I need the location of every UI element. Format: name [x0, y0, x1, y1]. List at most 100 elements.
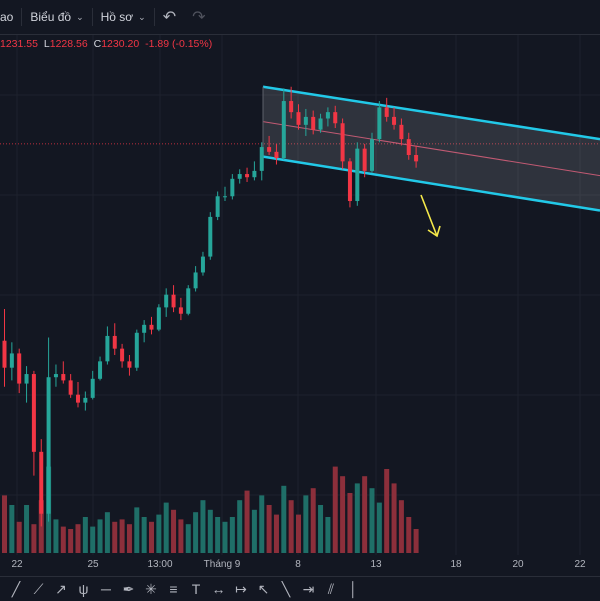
- volume-bar: [215, 517, 221, 553]
- high-value: 1231.55: [0, 38, 38, 50]
- arrow-head: [427, 225, 441, 238]
- candle-body: [274, 151, 279, 159]
- candle-body: [171, 294, 176, 308]
- candle-body: [362, 148, 367, 171]
- volume-bars: [2, 466, 419, 553]
- volume-bar: [200, 500, 206, 553]
- time-axis[interactable]: 22 25 13:00 Tháng 9 8 13 18 20 22: [0, 555, 600, 575]
- undo-icon: ↶: [162, 9, 177, 26]
- toolbar-separator: [91, 8, 93, 26]
- candle-body: [281, 101, 286, 159]
- candle-body: [318, 118, 323, 130]
- time-label: Tháng 9: [203, 559, 241, 570]
- volume-bar: [229, 517, 235, 553]
- path-icon[interactable]: ╲: [281, 581, 291, 597]
- volume-bar: [68, 529, 74, 553]
- volume-bar: [354, 483, 360, 553]
- volume-bar: [82, 517, 88, 553]
- time-label: 25: [87, 559, 99, 570]
- candle-body: [186, 288, 191, 314]
- volume-bar: [126, 524, 132, 553]
- time-label: 13: [370, 559, 382, 570]
- candlestick-series: [2, 86, 419, 527]
- candle-body: [53, 374, 58, 378]
- candle-body: [149, 324, 154, 330]
- candle-body: [347, 161, 352, 202]
- candle-body: [289, 101, 294, 113]
- volume-bar: [134, 507, 140, 553]
- chevron-down-icon: ⌄: [76, 11, 84, 22]
- trend-line-icon[interactable]: ╱: [11, 581, 21, 597]
- text-icon[interactable]: T: [191, 581, 201, 597]
- volume-bar: [288, 500, 294, 553]
- candle-body: [90, 378, 95, 398]
- candle-body: [215, 196, 220, 217]
- candle-body: [333, 112, 338, 124]
- candle-body: [370, 139, 374, 171]
- volume-bar: [281, 485, 287, 553]
- candle-body: [223, 196, 227, 198]
- range-icon[interactable]: ⇥: [302, 581, 315, 597]
- volume-bar: [376, 502, 382, 553]
- profile-menu-button[interactable]: Hồ sơ ⌄: [93, 0, 154, 34]
- projection-arrow[interactable]: [420, 194, 441, 238]
- candle-body: [142, 324, 147, 333]
- candle-body: [105, 335, 110, 362]
- chart-menu-button[interactable]: Biểu đồ ⌄: [22, 0, 91, 34]
- candle-body: [200, 256, 205, 273]
- polyline-icon[interactable]: ⟋: [33, 581, 44, 597]
- partial-menu-item[interactable]: ao: [0, 0, 21, 34]
- pattern-icon[interactable]: ✳: [145, 581, 157, 597]
- volume-bar: [171, 509, 177, 553]
- candle-body: [68, 380, 73, 395]
- volume-bar: [38, 500, 44, 553]
- volume-bar: [251, 509, 257, 553]
- volume-bar: [104, 512, 110, 553]
- volume-bar: [398, 500, 404, 553]
- projection-icon[interactable]: ↔: [211, 581, 226, 597]
- drawing-toolbar: ╱ ⟋ ↗ ψ ─ ✒ ✳ ≡ T ↔ ↦ ↖ ╲ ⇥ ⫽ │: [0, 576, 600, 601]
- volume-bar: [318, 505, 324, 553]
- arrow-tool-icon[interactable]: ↖: [257, 581, 270, 597]
- brush-icon[interactable]: ✒: [122, 581, 135, 597]
- volume-bar: [60, 526, 66, 553]
- candle-body: [259, 147, 264, 171]
- volume-bar: [149, 521, 154, 553]
- volume-bar: [237, 500, 243, 553]
- horizontal-line-icon[interactable]: ─: [101, 581, 111, 597]
- undo-button[interactable]: ↶: [155, 0, 184, 34]
- ray-icon[interactable]: ↗: [55, 581, 67, 597]
- measure-icon[interactable]: ↦: [235, 581, 247, 597]
- candle-body: [120, 348, 125, 362]
- chart-menu-label: Biểu đồ: [30, 10, 72, 24]
- candle-body: [61, 374, 66, 381]
- low-value: 1228.56: [49, 38, 88, 50]
- pitchfork-icon[interactable]: ψ: [78, 581, 89, 597]
- volume-bar: [391, 483, 397, 553]
- candle-body: [252, 170, 257, 178]
- candle-body: [406, 139, 411, 155]
- candle-body: [46, 377, 51, 514]
- low-label: L: [43, 38, 50, 50]
- volume-bar: [406, 517, 412, 553]
- volume-bar: [384, 469, 390, 553]
- volume-bar: [266, 505, 272, 553]
- vertical-line-icon[interactable]: │: [349, 581, 358, 597]
- candle-body: [208, 216, 213, 257]
- redo-button[interactable]: ↷: [184, 0, 213, 34]
- time-label: 13:00: [147, 559, 173, 570]
- chevron-down-icon: ⌄: [138, 11, 146, 22]
- volume-bar: [90, 526, 96, 553]
- volume-bar: [178, 519, 184, 553]
- fib-icon[interactable]: ≡: [169, 581, 178, 597]
- candle-body: [39, 451, 44, 514]
- channel-lower-line: [262, 155, 600, 212]
- more-lines-icon[interactable]: ⫽: [327, 581, 335, 597]
- volume-bar: [296, 514, 301, 553]
- volume-bar: [141, 517, 147, 553]
- parallel-channel-drawing[interactable]: [262, 85, 600, 212]
- candle-body: [237, 174, 242, 179]
- profile-menu-label: Hồ sơ: [100, 10, 134, 24]
- volume-bar: [332, 466, 338, 553]
